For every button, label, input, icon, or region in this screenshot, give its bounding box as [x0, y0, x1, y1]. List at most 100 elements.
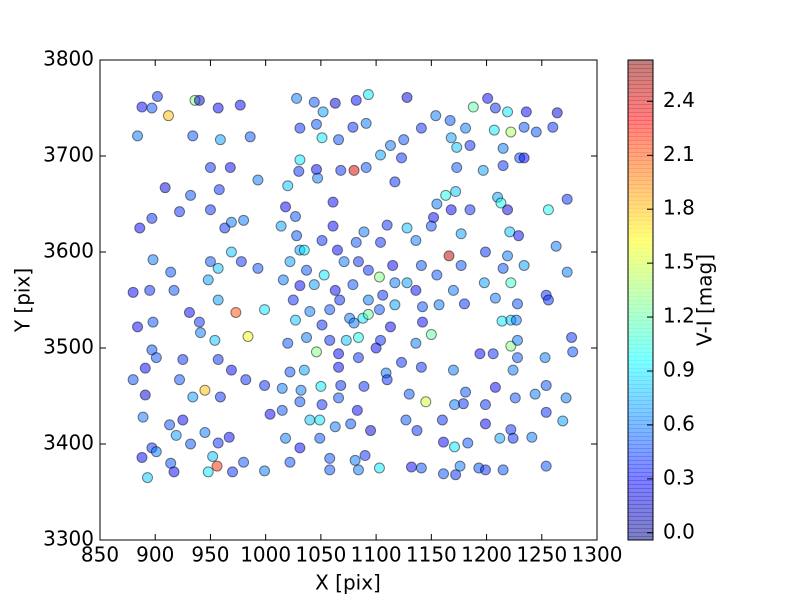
x-tick-label: 1300	[572, 543, 623, 567]
colorbar-swatch	[628, 520, 653, 525]
data-point	[479, 399, 491, 411]
data-point	[214, 134, 226, 146]
data-point	[214, 391, 226, 403]
data-point	[280, 432, 292, 444]
data-point	[547, 121, 559, 133]
data-point	[358, 226, 370, 238]
data-point	[365, 425, 377, 437]
data-point	[234, 99, 246, 111]
data-point	[518, 121, 530, 133]
colorbar-swatch	[628, 364, 653, 369]
data-point	[324, 334, 336, 346]
colorbar-swatch	[628, 300, 653, 305]
data-point	[333, 361, 345, 373]
data-point	[551, 107, 563, 119]
colorbar-swatch	[628, 288, 653, 293]
data-point	[352, 464, 364, 476]
data-point	[451, 162, 463, 174]
x-tick-label: 850	[81, 543, 119, 567]
y-tick-label: 3400	[43, 431, 94, 455]
data-point	[437, 468, 449, 480]
colorbar-swatch	[628, 360, 653, 365]
data-point	[360, 117, 372, 129]
colorbar-swatch	[628, 524, 653, 529]
y-tick-label: 3500	[43, 335, 94, 359]
x-tick-label: 1200	[461, 543, 512, 567]
data-point	[324, 452, 336, 464]
data-point	[416, 316, 428, 328]
colorbar-swatch	[628, 328, 653, 333]
colorbar-swatch	[628, 484, 653, 489]
colorbar-swatch	[628, 236, 653, 241]
data-point	[403, 388, 415, 400]
data-point	[294, 396, 306, 408]
y-axis-label: Y [pix]	[11, 268, 35, 333]
colorbar-swatch	[628, 340, 653, 345]
data-point	[440, 189, 452, 201]
data-point	[230, 306, 242, 318]
data-point	[458, 298, 470, 310]
colorbar-swatch	[628, 512, 653, 517]
colorbar-swatch	[628, 336, 653, 341]
data-point	[455, 228, 467, 240]
data-point	[542, 294, 554, 306]
colorbar-swatch	[628, 260, 653, 265]
data-point	[316, 234, 328, 246]
data-point	[127, 286, 139, 298]
data-point	[478, 277, 490, 289]
data-point	[327, 220, 339, 232]
colorbar-swatch	[628, 380, 653, 385]
data-point	[147, 316, 159, 328]
data-point	[327, 196, 339, 208]
data-point	[502, 250, 514, 262]
colorbar-swatch	[628, 296, 653, 301]
data-point	[347, 121, 359, 133]
colorbar-swatch	[628, 316, 653, 321]
data-point	[445, 204, 457, 216]
data-point	[511, 298, 523, 310]
data-point	[139, 362, 151, 374]
colorbar-swatch	[628, 424, 653, 429]
data-point	[566, 331, 578, 343]
data-point	[539, 352, 551, 364]
colorbar-swatch	[628, 508, 653, 513]
colorbar-swatch	[628, 180, 653, 185]
data-point	[335, 379, 347, 391]
data-point	[450, 186, 462, 198]
data-point	[352, 256, 364, 268]
data-point	[396, 356, 408, 368]
data-point	[349, 454, 361, 466]
colorbar-swatch	[628, 452, 653, 457]
colorbar-swatch	[628, 244, 653, 249]
colorbar-swatch	[628, 320, 653, 325]
data-point	[437, 436, 449, 448]
colorbar-swatch	[628, 372, 653, 377]
data-point	[444, 114, 456, 126]
data-point	[317, 106, 329, 118]
data-point	[352, 331, 364, 343]
data-point	[410, 234, 422, 246]
data-point	[433, 299, 445, 311]
data-point	[168, 284, 180, 296]
colorbar-swatch	[628, 280, 653, 285]
data-point	[415, 122, 427, 134]
data-point	[291, 92, 303, 104]
data-point	[425, 220, 437, 232]
data-point	[298, 364, 310, 376]
y-tick-label: 3600	[43, 239, 94, 263]
data-point	[187, 130, 199, 142]
data-point	[334, 294, 346, 306]
data-point	[315, 380, 327, 392]
data-point	[400, 414, 412, 426]
data-point	[238, 456, 250, 468]
data-point	[410, 284, 422, 296]
data-point	[338, 256, 350, 268]
colorbar-swatch	[628, 68, 653, 73]
data-point	[252, 262, 264, 274]
data-point	[137, 411, 149, 423]
data-point	[132, 130, 144, 142]
data-point	[277, 274, 289, 286]
data-point	[276, 404, 288, 416]
data-point	[513, 230, 525, 242]
data-point	[259, 304, 271, 316]
